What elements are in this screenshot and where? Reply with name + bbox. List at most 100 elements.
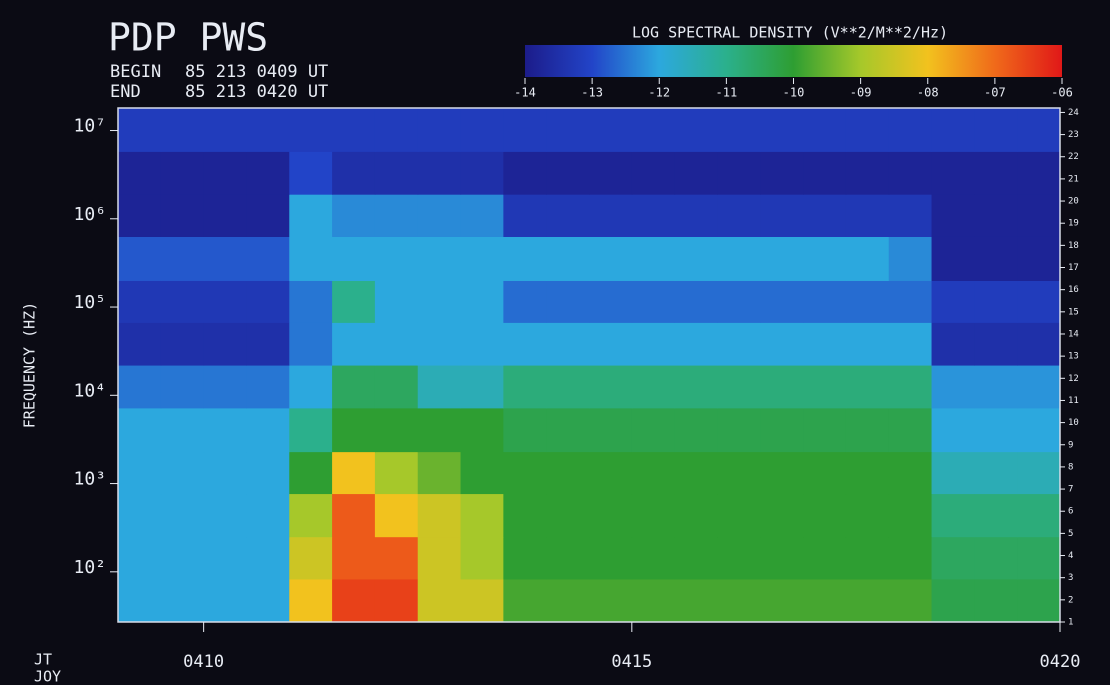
x-footer: JT [34,651,52,669]
heatmap-cell [760,108,803,152]
heatmap-cell [161,194,204,237]
heatmap-cell [546,494,589,538]
heatmap-cell [760,151,803,194]
x-tick-label: 0415 [611,652,652,672]
heatmap-cell [546,365,589,408]
heatmap-cell [161,151,204,194]
heatmap-cell [589,494,632,538]
heatmap-cell [118,494,161,538]
heatmap-cell [632,236,675,280]
x-tick-label: 0410 [183,652,224,672]
heatmap-cell [974,151,1017,194]
heatmap-cell [632,537,675,580]
heatmap-cell [461,151,504,194]
heatmap-cell [889,408,932,452]
heatmap-cell [118,280,161,322]
heatmap-cell [332,494,375,538]
heatmap-cell [889,452,932,494]
heatmap-cell [1017,236,1060,280]
heatmap-cell [974,494,1017,538]
heatmap-cell [289,365,332,408]
heatmap-cell [289,452,332,494]
heatmap-cell [418,579,461,623]
x-footer: JOY [34,668,61,685]
y-tick-label: 10⁵ [73,292,106,313]
heatmap-cell [846,452,889,494]
y2-tick-label: 12 [1068,374,1079,384]
heatmap-cell [461,236,504,280]
heatmap-cell [204,494,247,538]
heatmap-cell [760,579,803,623]
heatmap-cell [589,280,632,322]
heatmap-cell [589,108,632,152]
y2-tick-label: 16 [1068,285,1079,295]
heatmap-cell [932,365,975,408]
heatmap-cell [118,236,161,280]
heatmap-cell [889,280,932,322]
y-tick-label: 10⁶ [73,204,106,225]
heatmap-cell [717,537,760,580]
y2-tick-label: 23 [1068,130,1079,140]
heatmap-cell [503,452,546,494]
y2-tick-label: 18 [1068,241,1079,251]
heatmap-cell [375,108,418,152]
y2-tick-label: 5 [1068,529,1073,539]
heatmap-cell [332,365,375,408]
heatmap-cell [461,494,504,538]
heatmap-cell [289,537,332,580]
heatmap-cell [717,322,760,365]
heatmap-cell [760,452,803,494]
y2-tick-label: 7 [1068,485,1073,495]
heatmap-cell [118,108,161,152]
heatmap-cell [1017,108,1060,152]
heatmap-cell [161,236,204,280]
heatmap-cell [546,322,589,365]
heatmap-cell [118,537,161,580]
heatmap-cell [846,365,889,408]
heatmap-cell [760,408,803,452]
colorbar-tick-label: -13 [581,86,603,100]
heatmap-cell [418,408,461,452]
heatmap-cell [889,537,932,580]
colorbar-tick-label: -14 [514,86,536,100]
heatmap-cell [118,579,161,623]
heatmap-cell [589,322,632,365]
y2-tick-label: 14 [1068,329,1079,339]
heatmap-cell [803,236,846,280]
heatmap-cell [204,236,247,280]
colorbar-tick-label: -10 [783,86,805,100]
heatmap-cell [418,494,461,538]
heatmap-cell [717,579,760,623]
y2-tick-label: 3 [1068,573,1073,583]
y2-tick-label: 15 [1068,307,1079,317]
heatmap-cell [118,322,161,365]
heatmap-cell [889,494,932,538]
heatmap-cell [675,280,718,322]
heatmap-cell [246,322,289,365]
y2-tick-label: 21 [1068,174,1079,184]
heatmap-cell [632,108,675,152]
heatmap-cell [289,151,332,194]
y-tick-label: 10⁷ [73,116,106,137]
heatmap-cell [846,322,889,365]
heatmap-cell [632,280,675,322]
heatmap-cell [375,151,418,194]
heatmap-cell [118,194,161,237]
heatmap-cell [118,365,161,408]
y2-tick-label: 6 [1068,507,1073,517]
heatmap-cell [717,408,760,452]
heatmap-cell [204,280,247,322]
heatmap-cell [332,194,375,237]
heatmap-cell [246,108,289,152]
heatmap-cell [974,236,1017,280]
heatmap-cell [246,408,289,452]
heatmap-cell [118,452,161,494]
heatmap-cell [204,579,247,623]
heatmap-cell [974,452,1017,494]
heatmap-cell [717,494,760,538]
heatmap-cell [974,365,1017,408]
colorbar-tick-label: -08 [917,86,939,100]
heatmap-cell [204,194,247,237]
heatmap-cell [161,322,204,365]
heatmap-cell [589,537,632,580]
